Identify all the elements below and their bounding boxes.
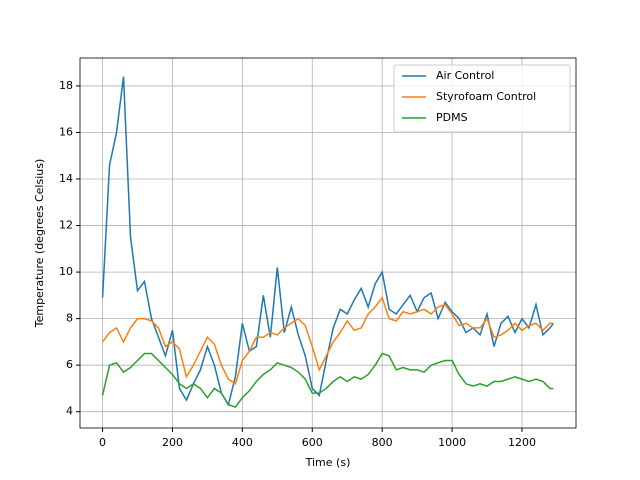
y-tick-label: 14 [59, 172, 73, 185]
data-line [101, 352, 554, 408]
y-tick-label: 4 [66, 405, 73, 418]
y-axis-label: Temperature (degrees Celsius) [33, 159, 46, 329]
y-tick-label: 16 [59, 125, 73, 138]
legend-label: Styrofoam Control [436, 90, 536, 103]
x-tick-label: 600 [302, 436, 323, 449]
y-tick-label: 12 [59, 219, 73, 232]
data-line [101, 296, 554, 385]
legend-box [393, 64, 571, 133]
plot-frame [79, 57, 577, 429]
legend-label: PDMS [436, 111, 468, 124]
x-tick-label: 0 [99, 436, 106, 449]
x-tick-label: 1000 [438, 436, 466, 449]
data-line [101, 76, 555, 407]
x-axis-label: Time (s) [305, 456, 351, 469]
x-tick-label: 800 [372, 436, 393, 449]
y-tick-label: 18 [59, 79, 73, 92]
y-tick-label: 6 [66, 358, 73, 371]
y-tick-label: 8 [66, 312, 73, 325]
x-tick-label: 1200 [508, 436, 536, 449]
legend-label: Air Control [436, 69, 494, 82]
x-tick-label: 200 [162, 436, 183, 449]
x-tick-label: 400 [232, 436, 253, 449]
y-tick-label: 10 [59, 265, 73, 278]
